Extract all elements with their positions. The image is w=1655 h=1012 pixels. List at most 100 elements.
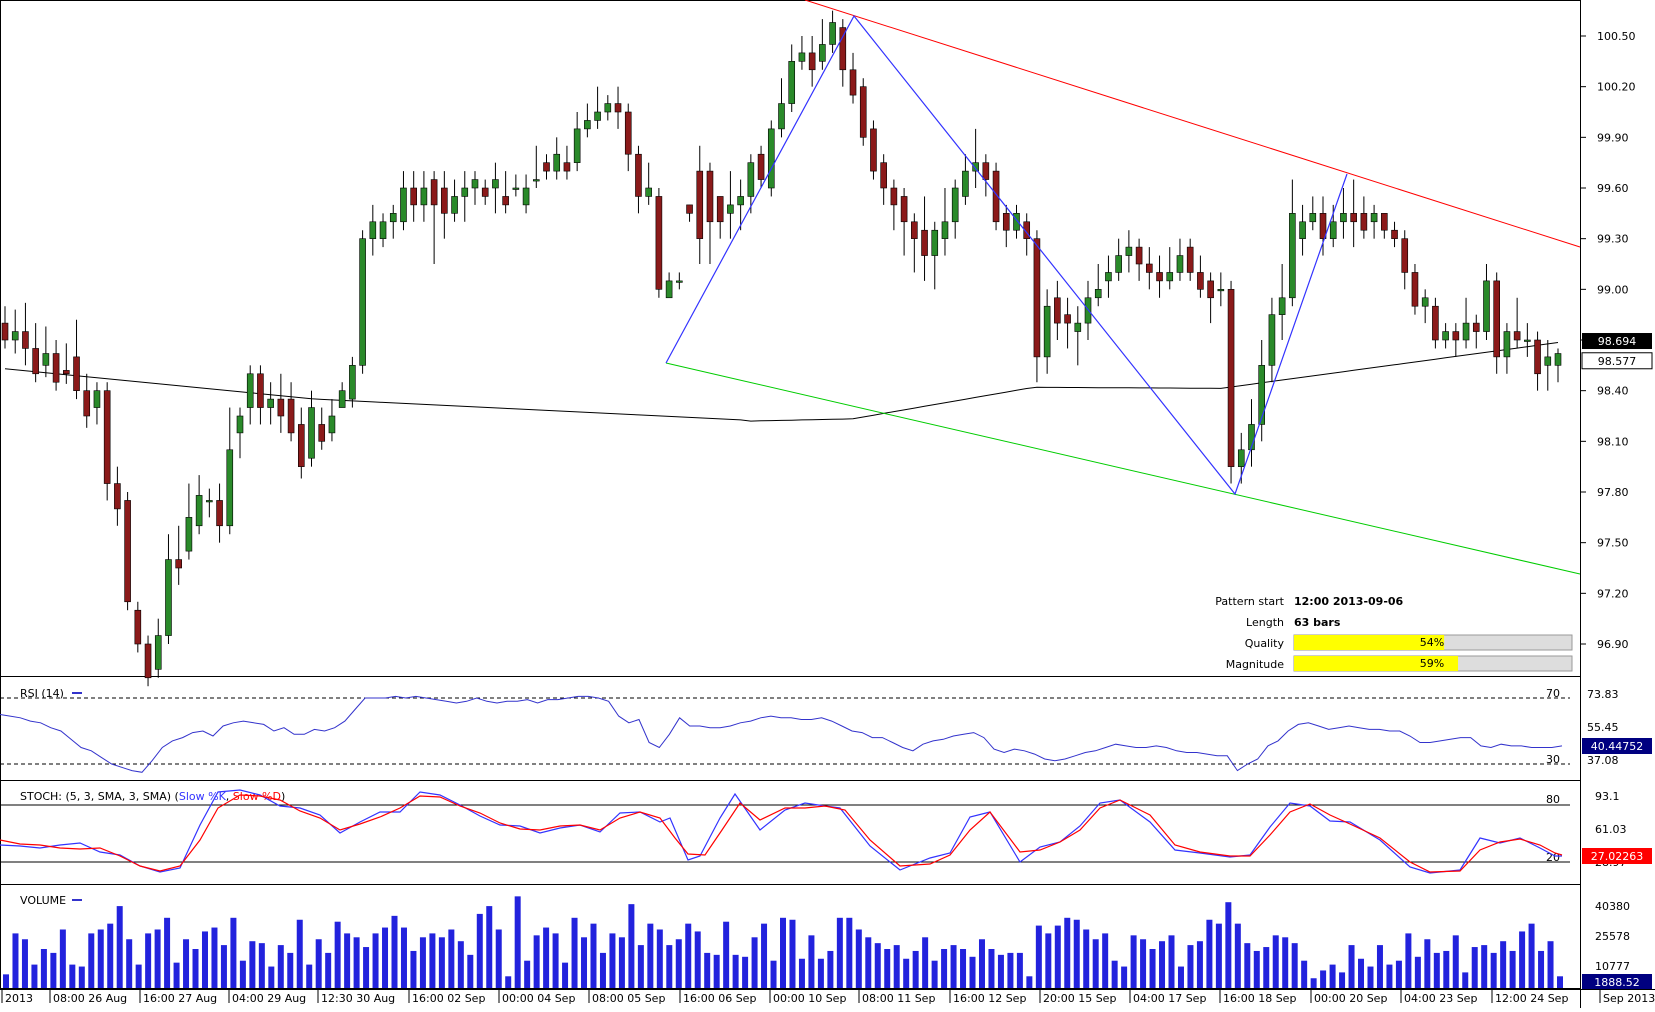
candle	[1074, 306, 1082, 366]
candle-body	[1503, 331, 1511, 358]
time-tick-label: 20:00 15 Sep	[1043, 992, 1116, 1005]
pattern-length-value: 63 bars	[1294, 616, 1341, 629]
volume-bar	[135, 964, 142, 988]
pattern-start-value: 12:00 2013-09-06	[1294, 595, 1404, 608]
volume-bar	[429, 933, 436, 988]
volume-bar	[40, 949, 47, 988]
candle-body	[195, 495, 203, 527]
volume-bar	[808, 935, 815, 988]
price-tick-label: 97.80	[1597, 486, 1629, 499]
volume-bar	[1111, 960, 1118, 988]
candle-body	[512, 187, 520, 190]
volume-bar	[296, 919, 303, 988]
pattern-layer	[665, 0, 1581, 575]
candle	[1391, 221, 1398, 248]
volume-bar	[543, 927, 550, 988]
candle-body	[676, 280, 683, 283]
volume-bar	[1301, 960, 1308, 988]
volume-bar	[647, 923, 654, 988]
volume-bar	[344, 933, 351, 988]
candle-body	[1309, 213, 1317, 223]
candle	[563, 145, 571, 180]
volume-bar	[192, 949, 199, 988]
candle	[1442, 323, 1449, 349]
stoch-title-paren-close: )	[281, 790, 285, 803]
candle	[870, 120, 877, 180]
candle-body	[870, 128, 877, 172]
candle-body	[880, 162, 887, 189]
stoch-panel: 80 20 93.1 61.03 28.97 27.02263	[0, 789, 1652, 874]
volume-bar	[126, 939, 133, 988]
candle	[676, 272, 683, 290]
candle-body	[808, 52, 816, 71]
price-tick-label: 99.60	[1597, 182, 1629, 195]
candle-body	[839, 27, 847, 71]
candle	[42, 326, 50, 378]
volume-tick-2: 25578	[1595, 930, 1630, 943]
candle	[441, 171, 448, 239]
candle-body	[543, 162, 550, 172]
candle-body	[1483, 280, 1490, 332]
candle	[849, 52, 857, 104]
volume-bar	[599, 952, 606, 988]
candle-body	[11, 331, 19, 341]
volume-bar	[1083, 929, 1090, 988]
candle	[124, 492, 131, 611]
volume-bar	[3, 974, 9, 988]
candle-body	[420, 187, 428, 206]
volume-bar	[1016, 952, 1023, 988]
stoch-level-20-label: 20	[1546, 851, 1560, 864]
stoch-tick-2: 61.03	[1595, 823, 1627, 836]
volume-bar	[1234, 923, 1241, 988]
candle-body	[481, 187, 489, 197]
candle	[134, 601, 142, 653]
volume-bar	[533, 935, 540, 988]
candle-body	[349, 365, 356, 400]
stoch-legend-k: Slow %K	[179, 790, 227, 803]
volume-bar	[486, 906, 493, 988]
candle	[1, 306, 9, 349]
candle	[757, 145, 765, 188]
candle-body	[696, 170, 704, 239]
candle	[502, 171, 509, 214]
volume-bar	[666, 945, 673, 988]
volume-bar	[1509, 950, 1516, 988]
candle	[1135, 238, 1143, 281]
rsi-panel: 70 30 73.83 55.45 37.08 40.44752	[0, 687, 1652, 773]
candle-body	[982, 162, 990, 180]
volume-bar	[514, 896, 521, 988]
price-labels-layer: 98.694 98.577	[1581, 333, 1653, 370]
volume-bar	[211, 927, 218, 988]
candle	[1483, 264, 1490, 340]
candle-body	[1299, 221, 1306, 239]
candle-body	[686, 204, 693, 214]
candle	[1360, 196, 1368, 239]
candle	[165, 534, 172, 644]
price-tick-label: 100.20	[1597, 81, 1636, 94]
volume-bar	[476, 913, 483, 988]
rsi-tick-3: 37.08	[1587, 754, 1619, 767]
volume-bar	[1159, 941, 1166, 988]
candle	[481, 179, 489, 205]
candle	[1248, 399, 1255, 467]
candle-body	[165, 559, 172, 636]
candle	[553, 137, 561, 180]
candle	[318, 407, 326, 450]
candle	[216, 483, 223, 543]
candle	[287, 382, 295, 442]
candle	[900, 188, 908, 256]
channel-lower-line	[665, 362, 1581, 575]
candle	[604, 95, 612, 121]
candle-body	[1064, 314, 1071, 324]
candle	[686, 204, 693, 222]
volume-bar	[1528, 923, 1535, 988]
candle	[1319, 196, 1327, 256]
candle-body	[175, 559, 182, 569]
volume-bar	[12, 933, 19, 988]
volume-bar	[438, 937, 445, 988]
candle	[696, 145, 704, 264]
candle	[83, 373, 91, 428]
volume-bar	[836, 917, 843, 988]
volume-bar	[827, 950, 834, 988]
